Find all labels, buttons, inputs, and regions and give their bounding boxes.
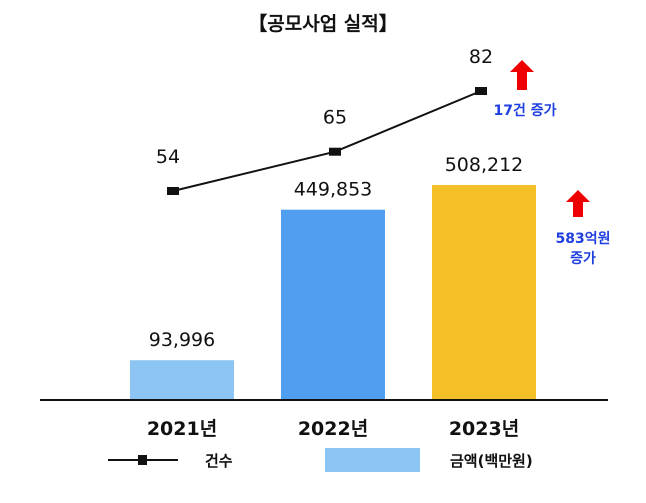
count-point xyxy=(475,87,487,95)
legend: 건수 금액(백만원) xyxy=(108,448,533,472)
category-label: 2022년 xyxy=(298,418,368,440)
amount-increase-annotation: 583억원 증가 xyxy=(556,190,611,267)
bar-group: 93,996 449,853 508,212 xyxy=(130,154,536,400)
legend-label-count: 건수 xyxy=(205,452,233,470)
bar-value-label: 93,996 xyxy=(149,329,215,351)
bar-2022년 xyxy=(281,209,385,400)
count-point xyxy=(167,187,179,195)
count-value-label: 54 xyxy=(156,146,180,168)
bar-value-label: 508,212 xyxy=(445,154,524,176)
amount-increase-note-line1: 583억원 xyxy=(556,231,611,247)
category-label: 2023년 xyxy=(449,418,519,440)
category-label: 2021년 xyxy=(147,418,217,440)
up-arrow-icon xyxy=(510,60,534,90)
legend-line-marker xyxy=(138,455,147,465)
count-value-label: 82 xyxy=(469,46,493,68)
bar-2023년 xyxy=(432,185,536,400)
count-increase-note: 17건 증가 xyxy=(494,102,557,119)
legend-label-amount: 금액(백만원) xyxy=(450,452,533,470)
count-increase-annotation: 17건 증가 xyxy=(494,60,557,119)
bar-value-label: 449,853 xyxy=(294,179,373,201)
chart-title: 【공모사업 실적】 xyxy=(248,12,398,35)
count-value-label: 65 xyxy=(323,107,347,129)
bar-2021년 xyxy=(130,360,234,400)
legend-bar-swatch xyxy=(325,448,420,472)
count-point xyxy=(329,147,341,156)
line-series: 54 65 82 xyxy=(156,46,493,195)
up-arrow-icon xyxy=(566,190,590,217)
amount-increase-note-line2: 증가 xyxy=(570,251,596,267)
category-axis: 2021년 2022년 2023년 xyxy=(147,418,519,440)
